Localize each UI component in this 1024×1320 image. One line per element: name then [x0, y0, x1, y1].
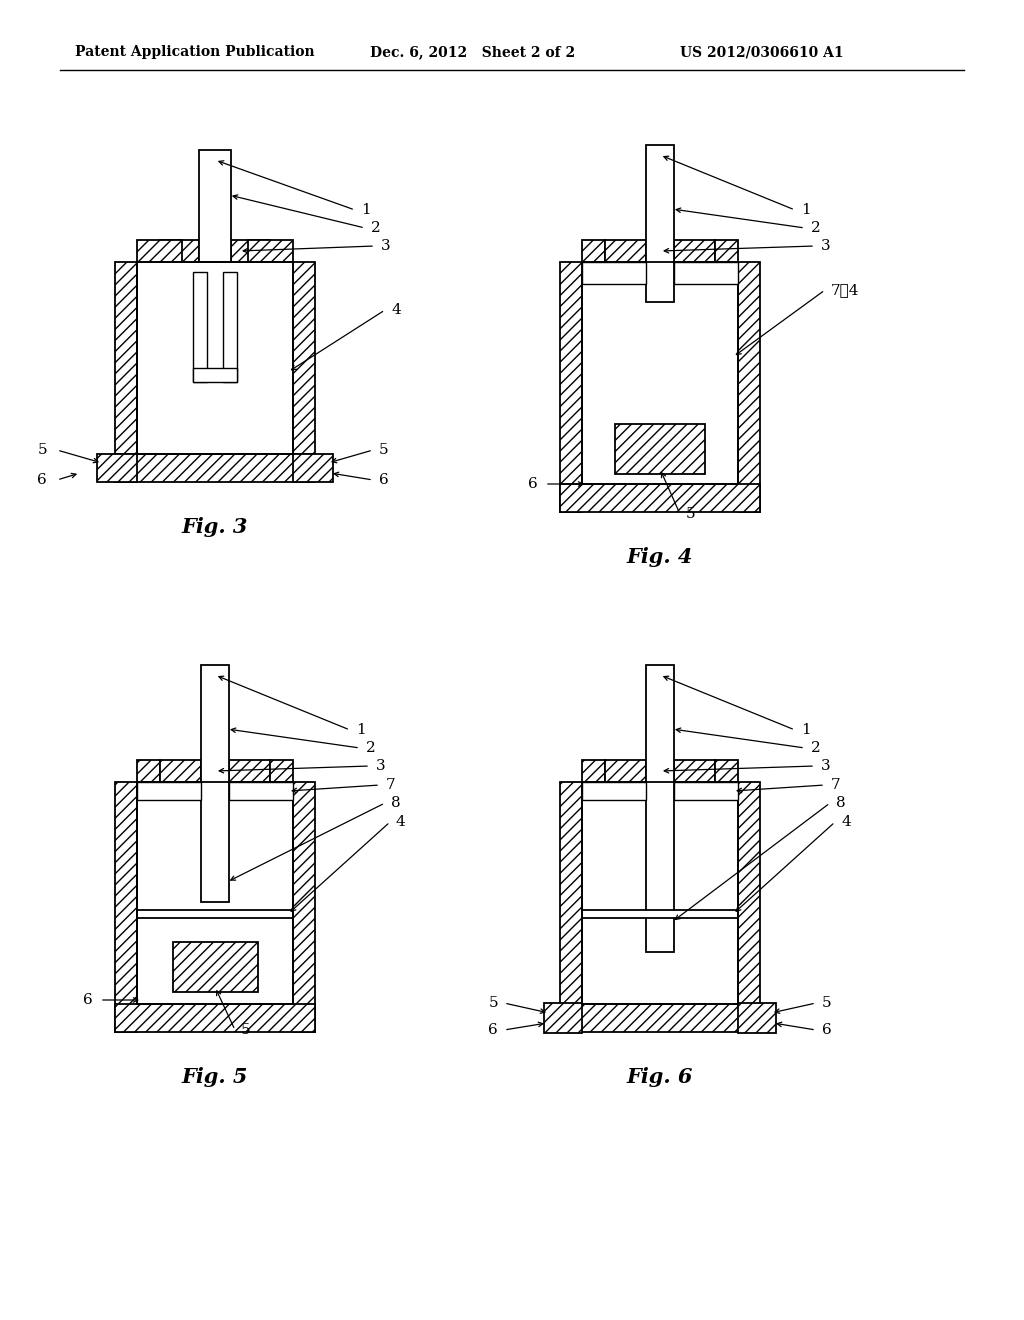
- Bar: [674, 781, 738, 800]
- Bar: [674, 261, 738, 284]
- Text: Patent Application Publication: Patent Application Publication: [75, 45, 314, 59]
- Bar: [270, 760, 293, 781]
- Bar: [137, 240, 182, 261]
- Bar: [137, 781, 293, 1005]
- Text: 1: 1: [801, 203, 811, 216]
- Bar: [193, 368, 237, 381]
- Text: 2: 2: [811, 741, 821, 755]
- Bar: [207, 272, 223, 368]
- Bar: [293, 261, 315, 482]
- Text: 5: 5: [686, 507, 695, 521]
- Text: 1: 1: [801, 723, 811, 737]
- Bar: [137, 781, 201, 800]
- Text: 5: 5: [379, 444, 389, 457]
- Bar: [582, 261, 738, 484]
- Bar: [201, 665, 229, 902]
- Bar: [137, 261, 293, 454]
- Text: 8: 8: [391, 796, 400, 810]
- Text: 7: 7: [386, 777, 395, 792]
- Text: 2: 2: [371, 220, 381, 235]
- Bar: [137, 909, 293, 917]
- Bar: [582, 781, 738, 1005]
- Bar: [738, 781, 760, 1032]
- Bar: [115, 1005, 315, 1032]
- Bar: [738, 261, 760, 512]
- Bar: [582, 760, 605, 781]
- Text: 1: 1: [361, 203, 371, 216]
- Text: Fig. 5: Fig. 5: [182, 1067, 248, 1086]
- Bar: [293, 781, 315, 1032]
- Bar: [231, 240, 270, 261]
- Bar: [582, 240, 605, 261]
- Text: 1: 1: [356, 723, 366, 737]
- Bar: [97, 454, 137, 482]
- Bar: [160, 760, 201, 781]
- Text: US 2012/0306610 A1: US 2012/0306610 A1: [680, 45, 844, 59]
- Bar: [137, 261, 293, 454]
- Text: 5: 5: [37, 444, 47, 457]
- Bar: [115, 454, 315, 482]
- Bar: [646, 665, 674, 952]
- Text: Fig. 6: Fig. 6: [627, 1067, 693, 1086]
- Bar: [229, 781, 293, 800]
- Text: 5: 5: [822, 997, 831, 1010]
- Bar: [674, 240, 715, 261]
- Bar: [160, 240, 199, 261]
- Text: 6: 6: [83, 993, 93, 1007]
- Bar: [193, 272, 207, 381]
- Bar: [223, 272, 237, 381]
- Bar: [715, 760, 738, 781]
- Bar: [582, 781, 738, 1005]
- Text: 8: 8: [836, 796, 846, 810]
- Bar: [605, 760, 646, 781]
- Text: 4: 4: [391, 304, 400, 317]
- Bar: [605, 240, 646, 261]
- Text: Fig. 3: Fig. 3: [182, 517, 248, 537]
- Text: 2: 2: [811, 220, 821, 235]
- Text: 6: 6: [379, 473, 389, 487]
- Text: Fig. 4: Fig. 4: [627, 546, 693, 568]
- Text: 6: 6: [528, 477, 538, 491]
- Text: 6: 6: [37, 473, 47, 487]
- Bar: [115, 781, 137, 1032]
- Text: 4: 4: [396, 814, 406, 829]
- Text: 4: 4: [841, 814, 851, 829]
- Text: 7、4: 7、4: [831, 282, 859, 297]
- Bar: [646, 145, 674, 302]
- Text: Dec. 6, 2012   Sheet 2 of 2: Dec. 6, 2012 Sheet 2 of 2: [370, 45, 575, 59]
- Text: 3: 3: [821, 759, 830, 774]
- Bar: [115, 261, 137, 482]
- Bar: [173, 942, 258, 993]
- Text: 6: 6: [488, 1023, 498, 1038]
- Bar: [582, 261, 646, 284]
- Text: 5: 5: [488, 997, 498, 1010]
- Text: 3: 3: [821, 239, 830, 253]
- Bar: [715, 240, 738, 261]
- Bar: [560, 261, 582, 512]
- Bar: [137, 760, 160, 781]
- Text: 3: 3: [376, 759, 386, 774]
- Bar: [582, 781, 646, 800]
- Bar: [544, 1003, 582, 1034]
- Text: 7: 7: [831, 777, 841, 792]
- Bar: [560, 1005, 760, 1032]
- Bar: [582, 261, 738, 484]
- Bar: [248, 240, 293, 261]
- Bar: [560, 781, 582, 1032]
- Bar: [229, 760, 270, 781]
- Text: 2: 2: [366, 741, 376, 755]
- Bar: [738, 1003, 776, 1034]
- Bar: [199, 150, 231, 261]
- Bar: [293, 454, 333, 482]
- Bar: [615, 424, 705, 474]
- Text: 3: 3: [381, 239, 390, 253]
- Text: 6: 6: [822, 1023, 831, 1038]
- Bar: [560, 484, 760, 512]
- Bar: [674, 760, 715, 781]
- Bar: [137, 781, 293, 1005]
- Bar: [582, 909, 738, 917]
- Text: 5: 5: [241, 1023, 251, 1038]
